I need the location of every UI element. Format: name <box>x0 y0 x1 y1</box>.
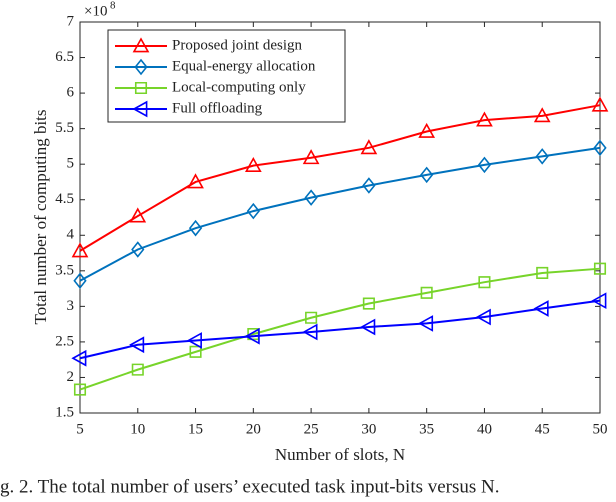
caption: g. 2. The total number of users’ execute… <box>0 476 500 497</box>
y-tick-label: 2.5 <box>55 333 74 349</box>
legend-label: Equal-energy allocation <box>172 58 316 74</box>
y-tick-label: 7 <box>67 13 75 29</box>
y-tick-label: 3 <box>67 298 75 314</box>
point-marker <box>475 308 491 326</box>
y-tick-label: 5 <box>67 156 75 172</box>
x-tick-label: 5 <box>76 421 84 437</box>
series-line <box>79 267 601 391</box>
legend-marker <box>132 37 150 53</box>
y-tick-label: 6.5 <box>55 49 74 65</box>
point-marker <box>420 166 434 184</box>
x-tick-label: 10 <box>130 421 145 437</box>
point-marker <box>186 332 202 349</box>
point-marker <box>244 327 260 345</box>
x-tick-label: 45 <box>535 421 550 437</box>
point-marker <box>129 207 147 223</box>
point-marker <box>189 345 202 358</box>
point-marker <box>535 148 549 165</box>
point-marker <box>418 122 436 138</box>
point-marker <box>71 349 87 367</box>
point-marker <box>71 242 89 258</box>
point-marker <box>246 202 260 220</box>
point-marker <box>188 219 203 237</box>
x-tick-label: 35 <box>419 421 434 437</box>
point-marker <box>477 156 492 174</box>
point-marker <box>476 111 493 127</box>
point-marker <box>478 276 491 289</box>
legend-label: Full offloading <box>172 100 263 116</box>
legend-marker <box>134 58 148 76</box>
y-tick-label: 6 <box>67 85 75 101</box>
point-marker <box>536 266 549 280</box>
point-marker <box>131 363 144 376</box>
point-marker <box>187 173 204 189</box>
x-tick-label: 40 <box>477 421 492 437</box>
x-tick-label: 50 <box>593 421 608 437</box>
y-multiplier-exponent: 8 <box>110 0 116 12</box>
legend-marker <box>134 81 148 95</box>
point-marker <box>420 286 433 299</box>
point-marker <box>129 336 145 354</box>
point-marker <box>591 96 609 112</box>
point-marker <box>302 149 320 165</box>
series-line <box>79 299 601 360</box>
y-multiplier: ×10 <box>84 3 107 19</box>
point-marker <box>302 323 318 341</box>
y-tick-label: 3.5 <box>55 262 74 278</box>
point-marker <box>533 107 551 123</box>
x-tick-label: 25 <box>304 421 319 437</box>
point-marker <box>593 262 607 275</box>
point-marker <box>591 292 607 310</box>
point-marker <box>533 300 549 317</box>
y-tick-label: 5.5 <box>55 120 74 136</box>
point-marker <box>362 177 376 194</box>
y-tick-label: 4 <box>67 227 75 243</box>
y-tick-label: 1.5 <box>55 404 74 420</box>
point-marker <box>131 241 145 258</box>
x-tick-label: 30 <box>361 421 376 437</box>
point-marker <box>304 189 318 206</box>
point-marker <box>244 156 262 173</box>
legend-label: Proposed joint design <box>172 37 302 53</box>
legend-marker <box>132 100 148 118</box>
legend-label: Local-computing only <box>172 79 306 95</box>
y-tick-label: 4.5 <box>55 191 74 207</box>
x-axis-label: Number of slots, N <box>275 445 405 464</box>
x-tick-label: 15 <box>188 421 203 437</box>
point-marker <box>73 383 87 396</box>
series-line <box>79 104 601 252</box>
x-tick-label: 20 <box>246 421 261 437</box>
series-line <box>79 146 601 282</box>
point-marker <box>362 297 375 310</box>
point-marker <box>593 139 607 157</box>
y-tick-label: 2 <box>67 369 75 385</box>
point-marker <box>305 311 318 324</box>
point-marker <box>73 272 87 290</box>
point-marker <box>360 139 378 155</box>
y-axis-label: Total number of computing bits <box>31 109 50 324</box>
point-marker <box>418 315 434 332</box>
point-marker <box>360 318 376 336</box>
